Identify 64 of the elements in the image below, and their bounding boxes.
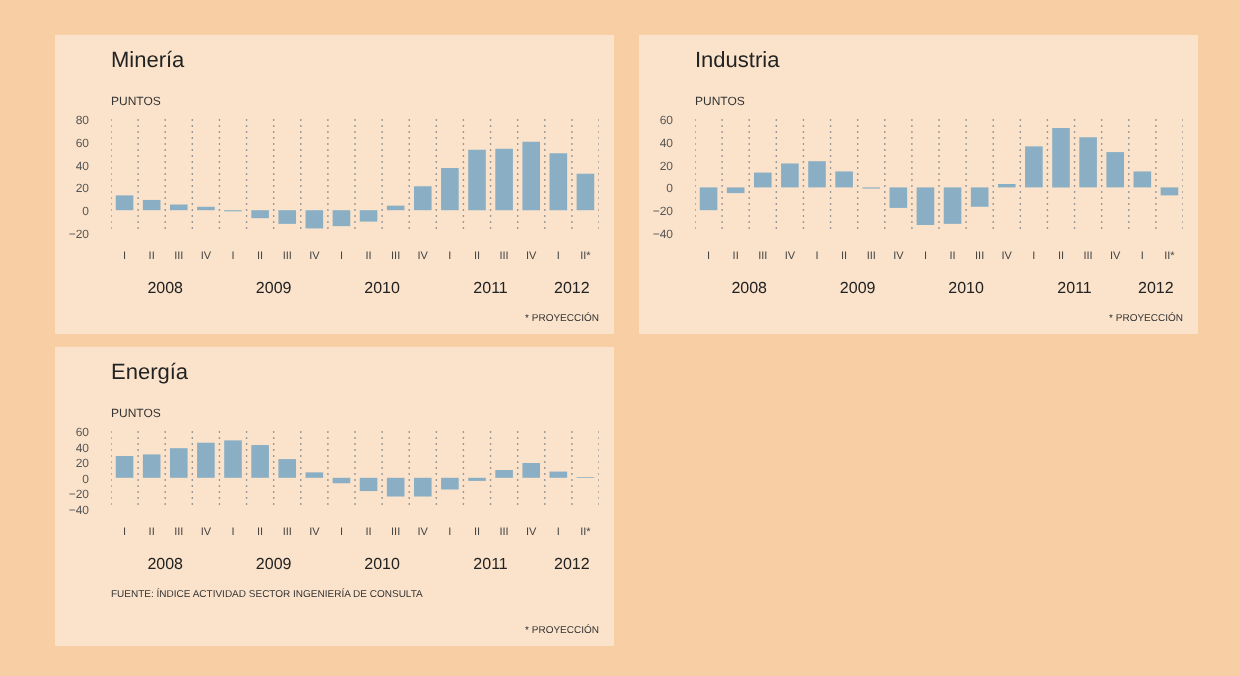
text: 2008: [731, 279, 769, 297]
bar: [251, 445, 269, 478]
bar: [576, 173, 595, 211]
text: 2010: [364, 279, 402, 297]
bar: [1160, 187, 1179, 196]
bar: [386, 477, 405, 497]
text: 2011: [473, 279, 509, 297]
text: 2010: [364, 555, 402, 573]
bar: [1106, 152, 1125, 188]
bar: [1133, 171, 1152, 188]
bar: [726, 187, 745, 194]
chart-title: Industria: [695, 49, 782, 73]
text: 2008: [147, 555, 185, 573]
bar: [169, 204, 188, 211]
text: 2011: [1057, 279, 1093, 297]
bar: [495, 470, 513, 478]
bar: [441, 477, 459, 490]
bar: [522, 141, 541, 211]
bar: [970, 187, 989, 207]
bar: [332, 210, 351, 227]
bar: [781, 163, 799, 188]
bar: [413, 477, 432, 497]
bar: [699, 187, 718, 211]
bar: [835, 171, 853, 188]
bar: [305, 210, 324, 229]
bar: [1052, 128, 1070, 188]
chart-title: Minería: [111, 49, 187, 73]
text: 2011: [473, 555, 509, 573]
bar: [359, 210, 378, 222]
bar: [142, 454, 161, 478]
bar: [549, 471, 568, 478]
bar: [115, 195, 134, 211]
bar: [1025, 146, 1043, 188]
bar: [278, 459, 297, 478]
text: 2009: [839, 279, 877, 297]
bar: [413, 186, 432, 211]
text: 2009: [255, 279, 293, 297]
bar: [224, 440, 242, 478]
text: 2008: [147, 279, 185, 297]
bar: [169, 448, 188, 478]
bar: [1079, 137, 1097, 188]
bar: [495, 148, 513, 211]
bar: [808, 161, 826, 188]
text: 2012: [554, 555, 591, 573]
bar: [468, 149, 486, 211]
bar: [549, 153, 568, 211]
bar: [278, 210, 297, 224]
bar: [115, 455, 134, 478]
bar: [359, 477, 378, 492]
bar: [889, 187, 908, 208]
bar: [943, 187, 962, 224]
chart-title: Energía: [111, 361, 190, 385]
bar: [753, 172, 772, 188]
bar: [522, 462, 541, 478]
text: 2009: [255, 555, 293, 573]
text: 2012: [554, 279, 591, 297]
bar: [197, 442, 215, 478]
bar: [305, 472, 324, 478]
bar: [142, 199, 161, 211]
bar: [441, 168, 459, 211]
bar: [251, 210, 269, 219]
bar: [916, 187, 935, 226]
text: 2010: [948, 279, 986, 297]
text: 2012: [1138, 279, 1175, 297]
